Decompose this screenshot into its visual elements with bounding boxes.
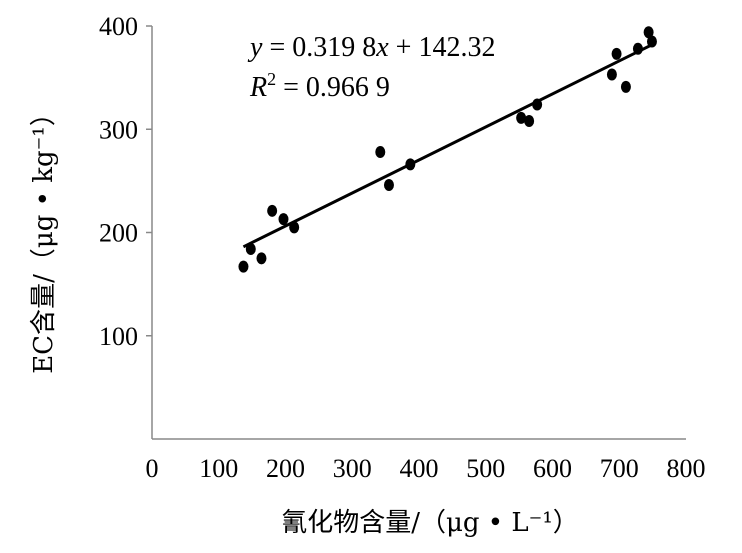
data-point — [238, 260, 249, 273]
data-point — [256, 252, 267, 265]
r2-rest: = 0.966 9 — [276, 72, 390, 103]
trendline — [242, 42, 655, 249]
trendline-equation: y = 0.319 8x + 142.32 — [247, 32, 495, 63]
y-axis-title: EC含量/（μg • kg⁻¹） — [29, 100, 59, 374]
x-tick-label: 500 — [466, 454, 505, 483]
data-point — [375, 145, 386, 158]
r2-sup: 2 — [267, 69, 276, 89]
data-point — [632, 42, 643, 55]
x-tick-label: 200 — [266, 454, 305, 483]
equation-eq: = 0.319 8 — [262, 32, 376, 63]
y-tick-label: 200 — [99, 219, 138, 248]
data-points — [238, 26, 657, 273]
x-tick-label: 0 — [146, 454, 159, 483]
equation-lhs: y — [247, 32, 263, 63]
data-point — [245, 243, 256, 256]
x-tick-label: 400 — [400, 454, 439, 483]
y-tick-group: 100 200 300 400 — [99, 12, 152, 351]
r2-lhs: R — [249, 72, 267, 103]
x-tick-group: 0 100 200 300 400 500 600 700 800 — [146, 454, 706, 483]
data-point — [405, 158, 416, 171]
data-point — [643, 26, 654, 39]
data-point — [532, 98, 543, 111]
x-tick-label: 300 — [333, 454, 372, 483]
x-tick-label: 100 — [199, 454, 238, 483]
data-point — [611, 47, 622, 60]
y-tick-label: 400 — [99, 12, 138, 41]
data-point — [383, 179, 394, 192]
data-point — [524, 114, 535, 127]
axes — [151, 26, 686, 440]
data-point — [267, 204, 278, 217]
data-point — [620, 80, 631, 93]
r-squared: R2 = 0.966 9 — [249, 69, 390, 103]
x-tick-label: 800 — [667, 454, 706, 483]
data-point — [516, 111, 527, 124]
x-tick-label: 700 — [600, 454, 639, 483]
x-axis-title: 氰化物含量/（μg • L⁻¹） — [281, 508, 579, 538]
y-tick-label: 100 — [99, 322, 138, 351]
data-point — [606, 68, 617, 81]
equation-var: x — [375, 32, 389, 63]
data-point — [646, 35, 657, 48]
data-point — [289, 221, 300, 234]
x-tick-label: 600 — [533, 454, 572, 483]
equation-rest: + 142.32 — [389, 32, 496, 63]
data-point — [278, 213, 289, 226]
y-tick-label: 300 — [99, 115, 138, 144]
